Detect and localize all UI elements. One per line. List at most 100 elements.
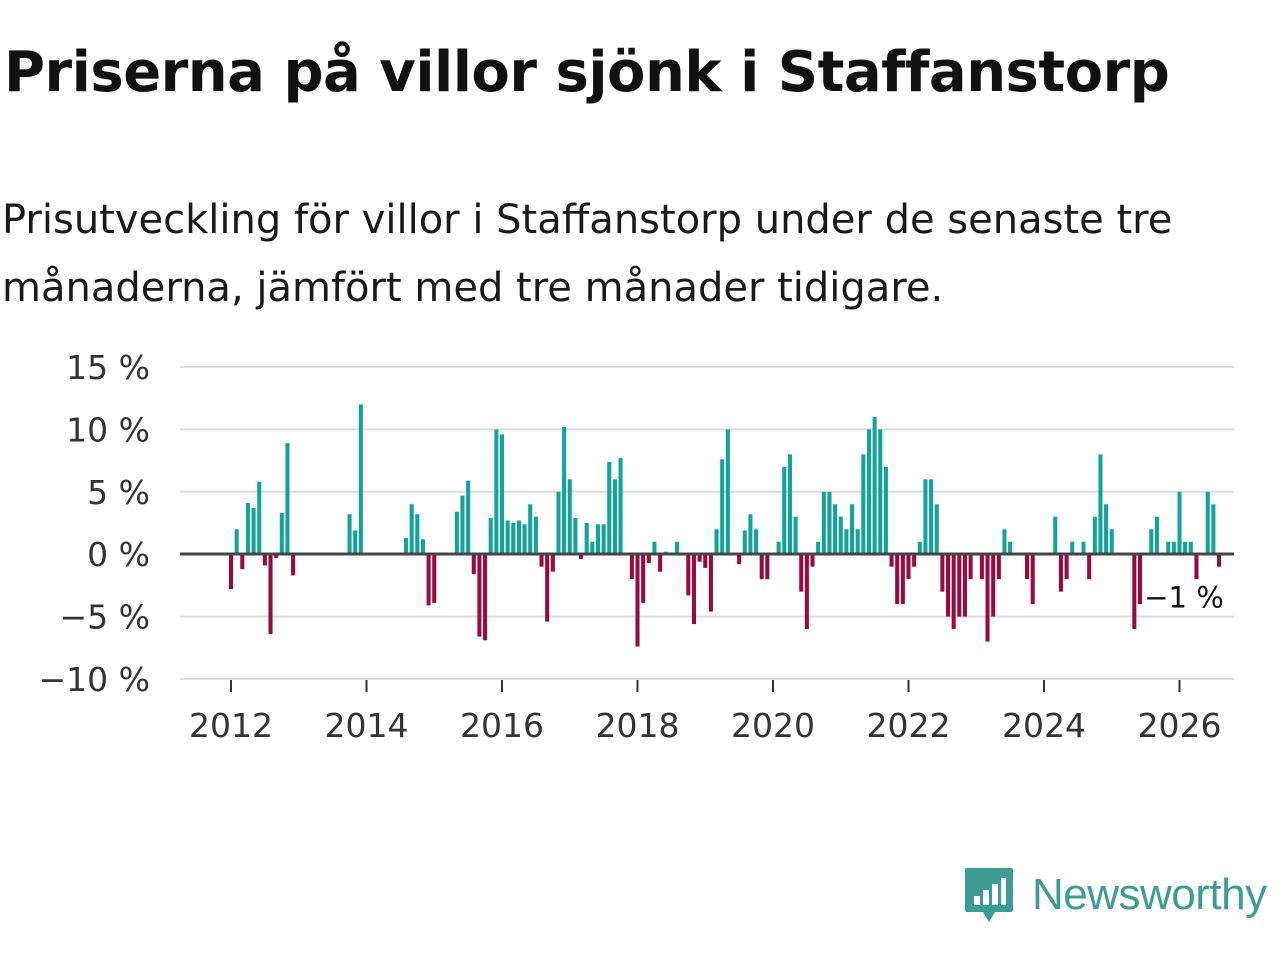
y-tick-label: −10 % <box>39 660 151 699</box>
bar-negative <box>262 554 267 566</box>
bar-negative <box>765 554 770 580</box>
bar-positive <box>1188 541 1193 554</box>
newsworthy-logo-icon <box>965 868 1013 922</box>
bars <box>228 404 1222 647</box>
bar-positive <box>595 524 601 554</box>
bar-positive <box>245 503 250 554</box>
bar-negative <box>228 554 234 590</box>
bar-positive <box>872 416 877 554</box>
bar-positive <box>1109 529 1114 554</box>
bar-positive <box>1205 491 1210 554</box>
bar-negative <box>810 554 815 567</box>
bar-positive <box>934 504 939 554</box>
bar-negative <box>1194 554 1199 580</box>
bar-positive <box>420 539 425 554</box>
bar-positive <box>883 466 888 554</box>
bar-positive <box>720 459 725 554</box>
y-tick-label: 10 % <box>66 410 150 449</box>
bar-negative <box>1058 554 1063 592</box>
bar-positive <box>466 480 471 554</box>
bar-negative <box>889 554 894 567</box>
bar-positive <box>1092 516 1097 554</box>
bar-positive <box>488 518 493 554</box>
bar-positive <box>748 514 753 554</box>
y-tick-label: 15 % <box>66 348 150 387</box>
bar-positive <box>861 454 866 554</box>
bar-negative <box>703 554 708 568</box>
bar-positive <box>742 530 747 554</box>
bar-positive <box>522 524 527 554</box>
bar-negative <box>940 554 945 592</box>
bar-negative <box>737 554 742 565</box>
bar-negative <box>1025 554 1030 580</box>
bar-positive <box>618 458 623 554</box>
bar-negative <box>912 554 917 567</box>
bar-positive <box>257 481 262 554</box>
bar-positive <box>1053 516 1058 554</box>
y-tick-label: 5 % <box>87 473 150 512</box>
bar-positive <box>528 504 533 554</box>
bar-negative <box>432 554 437 603</box>
bar-positive <box>1149 529 1154 554</box>
bar-positive <box>917 541 922 554</box>
bar-negative <box>1132 554 1137 630</box>
bar-positive <box>358 404 363 554</box>
bar-positive <box>562 426 567 554</box>
bar-positive <box>409 504 414 554</box>
bar-positive <box>878 429 883 554</box>
bar-positive <box>511 523 516 554</box>
x-tick-label: 2012 <box>189 706 273 745</box>
bar-negative <box>799 554 804 592</box>
bar-positive <box>929 479 934 554</box>
y-axis-labels: 15 % 10 % 5 % 0 % −5 % −10 % <box>39 348 151 699</box>
bar-negative <box>686 554 691 596</box>
bar-positive <box>516 520 521 554</box>
bar-negative <box>957 554 962 617</box>
bar-negative <box>1137 554 1143 605</box>
bar-negative <box>985 554 990 642</box>
bar-positive <box>816 541 821 554</box>
brand-name: Newsworthy <box>1032 870 1267 919</box>
bar-positive <box>285 443 290 554</box>
x-axis: 2012 2014 2016 2018 2020 2022 2024 2026 <box>189 680 1221 745</box>
bar-positive <box>415 514 420 554</box>
bar-positive <box>1166 541 1171 554</box>
bar-positive <box>1154 516 1159 554</box>
bar-positive <box>499 434 505 554</box>
bar-negative <box>968 554 973 580</box>
bar-negative <box>240 554 245 570</box>
bar-positive <box>234 529 239 554</box>
bar-positive <box>1183 541 1188 554</box>
y-tick-label: 0 % <box>87 535 150 574</box>
bar-negative <box>274 554 279 558</box>
bar-negative <box>483 554 488 641</box>
bar-negative <box>759 554 764 580</box>
bar-positive <box>782 466 787 554</box>
bar-positive <box>855 529 860 554</box>
bar-positive <box>776 541 781 554</box>
bar-positive <box>556 491 561 554</box>
bar-positive <box>533 516 538 554</box>
bar-negative <box>579 554 584 560</box>
bar-positive <box>838 516 843 554</box>
bar-negative <box>804 554 809 630</box>
bar-chart: 15 % 10 % 5 % 0 % −5 % −10 % 2012 2014 2016 2018… <box>39 348 1234 745</box>
bar-positive <box>1002 529 1007 554</box>
bar-negative <box>426 554 431 606</box>
bar-positive <box>827 491 832 554</box>
chart-subtitle: Prisutveckling för villor i Staffanstorp… <box>2 197 1173 311</box>
bar-positive <box>1211 504 1216 554</box>
bar-positive <box>347 514 352 554</box>
bar-negative <box>641 554 646 603</box>
bar-positive <box>833 504 838 554</box>
bar-positive <box>590 541 595 554</box>
bar-positive <box>460 495 465 554</box>
bar-negative <box>268 554 273 635</box>
x-tick-label: 2022 <box>867 706 951 745</box>
bar-positive <box>607 461 612 554</box>
x-tick-label: 2014 <box>325 706 409 745</box>
bar-negative <box>539 554 544 567</box>
bar-positive <box>787 454 792 554</box>
bar-positive <box>754 529 759 554</box>
bar-positive <box>923 479 928 554</box>
